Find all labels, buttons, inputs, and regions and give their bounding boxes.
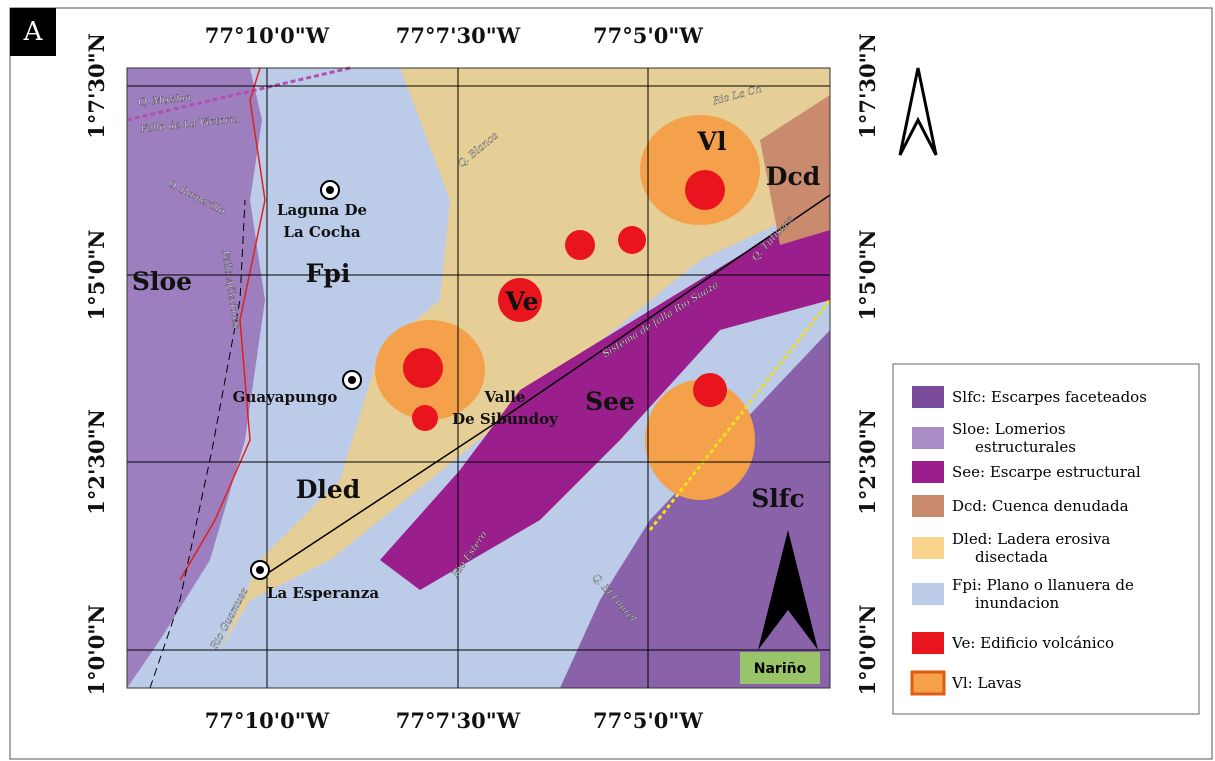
latitude-label: 1°2'30"N	[855, 409, 880, 515]
place-label: La Cocha	[283, 223, 360, 241]
legend-label: Vl: Lavas	[951, 674, 1021, 692]
legend-label-line: estructurales	[975, 438, 1076, 456]
volcano	[565, 230, 595, 260]
legend-swatch	[912, 672, 944, 694]
unit-label: Ve	[504, 287, 538, 316]
legend-swatch	[912, 583, 944, 605]
panel-label: A	[23, 17, 44, 47]
longitude-label: 77°10'0"W	[205, 708, 330, 733]
figure: A 77°10'0"W 77°10'0"W 77°7'30"W 77°7'30"W 77°…	[0, 0, 1215, 761]
longitude-label: 77°7'30"W	[396, 708, 521, 733]
longitude-label: 77°5'0"W	[593, 708, 703, 733]
unit-label: Fpi	[306, 259, 351, 288]
legend-label-line: Sloe: Lomerios	[952, 420, 1066, 438]
legend-label: See: Escarpe estructural	[952, 463, 1141, 481]
unit-label: Sloe	[132, 267, 192, 296]
legend-label-line: Fpi: Plano o llanuera de	[952, 576, 1134, 594]
unit-label: Slfc	[751, 484, 805, 513]
region-label: Nariño	[754, 661, 807, 677]
legend-label: Dcd: Cuenca denudada	[952, 497, 1129, 515]
latitude-label: 1°0'0"N	[84, 605, 109, 696]
volcano	[403, 348, 443, 388]
longitude-label: 77°10'0"W	[205, 23, 330, 48]
longitude-label: 77°5'0"W	[593, 23, 703, 48]
latitude-label: 1°7'30"N	[84, 33, 109, 139]
legend-label-line: Dled: Ladera erosiva	[952, 530, 1110, 548]
legend-swatch	[912, 495, 944, 517]
unit-label: Vl	[697, 127, 727, 156]
legend-swatch	[912, 461, 944, 483]
legend-label-line: Dcd: Cuenca denudada	[952, 497, 1129, 515]
legend-label-line: inundacion	[975, 594, 1060, 612]
legend-label-line: Ve: Edificio volcánico	[951, 634, 1114, 652]
legend-label-line: See: Escarpe estructural	[952, 463, 1141, 481]
place-label: Laguna De	[277, 201, 367, 219]
legend-label-line: Slfc: Escarpes faceteados	[952, 388, 1147, 406]
place-marker	[326, 186, 334, 194]
latitude-label: 1°7'30"N	[855, 33, 880, 139]
unit-label: Dled	[296, 475, 361, 504]
place-marker	[348, 376, 356, 384]
legend-swatch	[912, 537, 944, 559]
place-label: De Sibundoy	[452, 410, 559, 428]
legend-label: Ve: Edificio volcánico	[951, 634, 1114, 652]
place-label: Valle	[484, 388, 526, 406]
latitude-label: 1°5'0"N	[855, 230, 880, 321]
volcano	[693, 373, 727, 407]
legend-label-line: Vl: Lavas	[951, 674, 1021, 692]
latitude-label: 1°5'0"N	[84, 230, 109, 321]
legend-label: Slfc: Escarpes faceteados	[952, 388, 1147, 406]
legend-swatch	[912, 427, 944, 449]
latitude-label: 1°2'30"N	[84, 409, 109, 515]
place-label: La Esperanza	[267, 584, 379, 602]
volcano	[412, 405, 438, 431]
place-marker	[256, 566, 264, 574]
place-label: Guayapungo	[233, 388, 338, 406]
legend-swatch	[912, 386, 944, 408]
unit-label: Dcd	[766, 162, 820, 191]
volcano	[618, 226, 646, 254]
unit-label: See	[585, 387, 635, 416]
legend-swatch	[912, 632, 944, 654]
volcano	[685, 170, 725, 210]
longitude-label: 77°7'30"W	[396, 23, 521, 48]
latitude-label: 1°0'0"N	[855, 605, 880, 696]
legend-label-line: disectada	[975, 548, 1048, 566]
